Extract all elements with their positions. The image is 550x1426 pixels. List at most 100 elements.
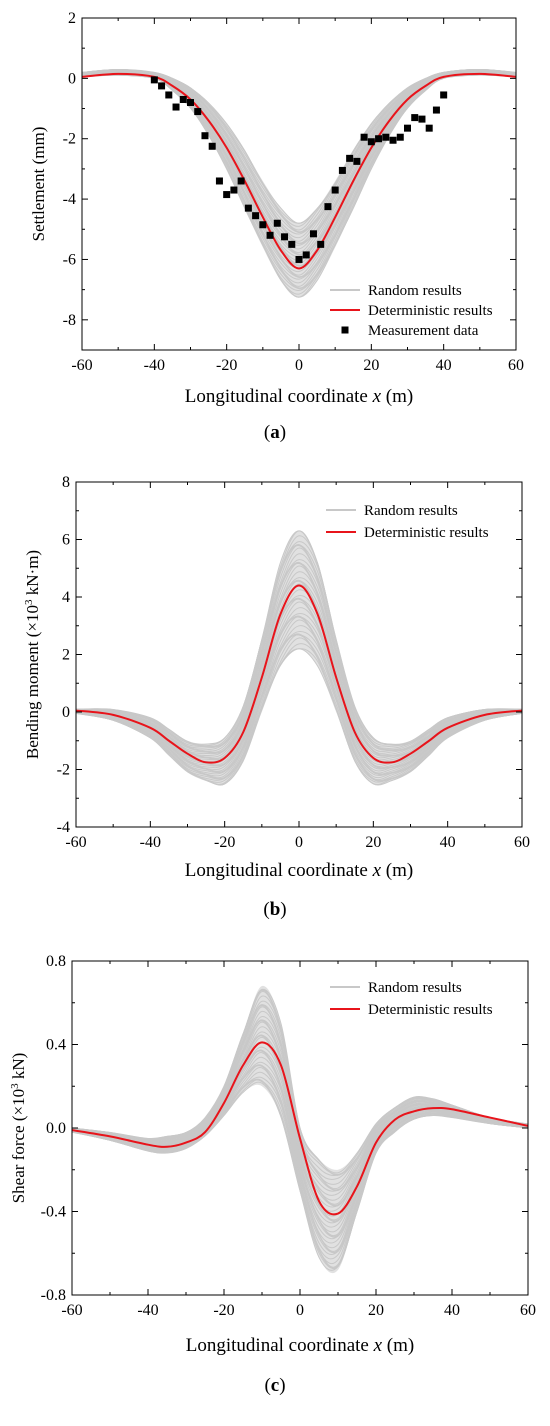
measurement-point bbox=[150, 76, 158, 84]
plot-frame bbox=[81, 17, 517, 351]
measurement-point bbox=[375, 135, 383, 143]
random-result-curve bbox=[76, 530, 522, 746]
random-result-curve bbox=[82, 69, 516, 242]
x-tick-label: 20 bbox=[368, 1302, 384, 1319]
measurement-point bbox=[201, 132, 209, 140]
x-tick-label: 60 bbox=[514, 834, 530, 851]
random-result-curve bbox=[82, 68, 516, 227]
measurement-point bbox=[215, 177, 223, 185]
legend-label: Random results bbox=[368, 283, 462, 299]
measurement-point bbox=[425, 124, 433, 132]
measurement-point bbox=[172, 103, 180, 111]
chart-c: -60 -40 -20 0 20 40 60 -0.8 -0.4 0.0 0.4 0.8 Longitu… bbox=[9, 953, 536, 1396]
y-tick-label: 0 bbox=[62, 704, 70, 721]
y-tick-label: 2 bbox=[62, 647, 70, 664]
measurement-point bbox=[324, 203, 332, 211]
random-results-series bbox=[76, 530, 522, 786]
measurement-point bbox=[194, 108, 202, 116]
plot-area bbox=[76, 530, 522, 786]
random-result-curve bbox=[82, 68, 516, 224]
measurement-point bbox=[158, 82, 166, 90]
x-axis-label: Longitudinal coordinate x (m) bbox=[185, 860, 413, 881]
x-tick-label: -20 bbox=[216, 357, 237, 374]
random-result-curve bbox=[82, 70, 516, 246]
y-axis-label: Shear force (×103 kN) bbox=[9, 1053, 28, 1204]
random-result-curve bbox=[76, 633, 522, 782]
random-result-curve bbox=[76, 637, 522, 783]
x-tick-label: -60 bbox=[71, 357, 92, 374]
x-tick-label: 0 bbox=[295, 357, 303, 374]
measurement-point bbox=[295, 255, 303, 263]
legend-entry: Measurement data bbox=[341, 323, 479, 339]
x-tick-label: -40 bbox=[144, 357, 165, 374]
plot-area bbox=[82, 68, 516, 298]
random-result-curve bbox=[82, 69, 516, 239]
measurement-point bbox=[273, 219, 281, 227]
deterministic-results-line bbox=[72, 1041, 528, 1216]
measurement-point bbox=[317, 240, 325, 248]
legend-entry: Random results bbox=[330, 980, 462, 996]
measurement-point bbox=[187, 99, 194, 107]
random-results-series bbox=[82, 68, 516, 298]
random-result-curve bbox=[82, 69, 516, 224]
x-tick-label: 20 bbox=[363, 357, 379, 374]
plot-area bbox=[72, 985, 528, 1274]
measurement-point bbox=[252, 212, 260, 220]
random-result-curve bbox=[82, 69, 516, 235]
random-results-band bbox=[76, 530, 522, 786]
measurement-point bbox=[223, 191, 231, 199]
measurement-point bbox=[208, 142, 216, 150]
x-tick-label: 40 bbox=[444, 1302, 460, 1319]
y-tick-label: -4 bbox=[57, 819, 70, 836]
legend-label: Deterministic results bbox=[368, 303, 493, 319]
x-tick-label: -20 bbox=[214, 834, 235, 851]
chart-panel-b: -60 -40 -20 0 20 40 60 -4 -2 0 2 4 6 8 Longitudinal co… bbox=[0, 470, 550, 945]
y-tick-label: -4 bbox=[63, 191, 76, 208]
measurement-point bbox=[432, 106, 440, 114]
legend-label: Deterministic results bbox=[364, 525, 489, 541]
y-tick-label: 2 bbox=[68, 10, 76, 27]
legend-label: Measurement data bbox=[368, 323, 479, 339]
legend-label: Random results bbox=[364, 503, 458, 519]
measurement-data-series bbox=[150, 76, 448, 263]
measurement-point bbox=[440, 91, 448, 99]
random-result-curve bbox=[76, 634, 522, 782]
random-result-curve bbox=[72, 989, 528, 1174]
measurement-point bbox=[396, 133, 404, 141]
panel-caption: (b) bbox=[263, 899, 286, 920]
chart-panel-a: -60 -40 -20 0 20 40 60 -8 -6 -4 -2 0 2 Longitudinal c… bbox=[0, 0, 550, 470]
deterministic-results-line bbox=[82, 72, 516, 270]
measurement-point bbox=[367, 138, 375, 146]
x-tick-label: -40 bbox=[140, 834, 161, 851]
y-axis-label: Bending moment (×103 kN·m) bbox=[23, 550, 42, 759]
legend-entry: Deterministic results bbox=[330, 303, 493, 319]
x-axis-label: Longitudinal coordinate x (m) bbox=[185, 386, 413, 407]
random-result-curve bbox=[76, 631, 522, 780]
chart-panel-c: -60 -40 -20 0 20 40 60 -0.8 -0.4 0.0 0.4 0.8 Longitu… bbox=[0, 945, 550, 1421]
measurement-point bbox=[266, 231, 274, 239]
random-result-curve bbox=[82, 69, 516, 234]
measurement-point bbox=[389, 136, 397, 144]
random-result-curve bbox=[82, 70, 516, 244]
x-tick-label: 20 bbox=[365, 834, 381, 851]
random-result-curve bbox=[76, 634, 522, 781]
y-axis-label: Settlement (mm) bbox=[29, 127, 48, 242]
measurement-point bbox=[288, 240, 296, 248]
y-tick-label: 0.8 bbox=[46, 953, 66, 970]
y-tick-label: 8 bbox=[62, 474, 70, 491]
legend: Random results Deterministic results bbox=[326, 503, 489, 541]
measurement-point bbox=[353, 157, 361, 165]
y-tick-label: 0.4 bbox=[46, 1037, 66, 1054]
measurement-point bbox=[346, 154, 354, 162]
y-tick-label: -6 bbox=[63, 251, 76, 268]
panel-caption: (c) bbox=[264, 1375, 285, 1396]
x-tick-label: -20 bbox=[213, 1302, 234, 1319]
x-tick-label: 0 bbox=[296, 1302, 304, 1319]
measurement-point bbox=[418, 115, 426, 123]
legend-label: Random results bbox=[368, 980, 462, 996]
measurement-point bbox=[165, 91, 173, 99]
measurement-point bbox=[360, 133, 368, 141]
legend: Random results Deterministic results bbox=[330, 980, 493, 1018]
legend-swatch-measurement bbox=[341, 326, 349, 334]
measurement-point bbox=[302, 251, 310, 259]
